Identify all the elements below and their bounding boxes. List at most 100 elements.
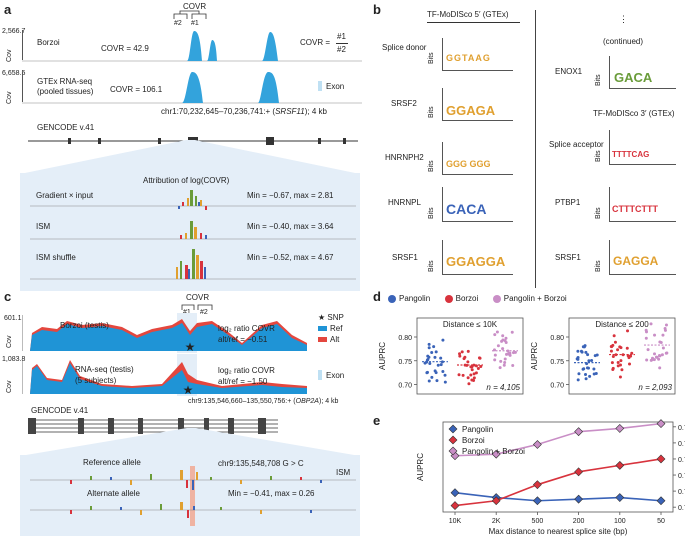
- y-tick-label: 0.80: [398, 335, 412, 342]
- data-marker: [532, 496, 542, 506]
- legend-ref: Ref: [318, 324, 342, 333]
- scatter-point: [495, 330, 499, 334]
- scatter-point: [586, 353, 590, 357]
- borzoi-dot-icon: [444, 294, 453, 303]
- legend-alt-label: Alt: [330, 335, 340, 344]
- scatter-point: [651, 356, 655, 360]
- data-marker: [656, 419, 666, 429]
- y-tick-label: 0.79: [678, 425, 685, 432]
- panel-c-covr-brackets: [181, 304, 213, 310]
- scatter-point: [472, 372, 476, 376]
- scatter-point: [466, 349, 470, 353]
- data-marker: [615, 493, 625, 502]
- y-tick-label: 0.76: [678, 473, 685, 480]
- chart-title: Distance ≤ 10K: [443, 320, 498, 329]
- scatter-point: [660, 353, 664, 357]
- scatter-point: [508, 353, 512, 357]
- scatter-point: [463, 355, 467, 359]
- panel-a-peak2: #2: [174, 20, 182, 27]
- motif-label-splice-donor-1: Splice donor: [382, 43, 427, 52]
- plot-frame: [416, 317, 524, 395]
- data-marker: [656, 454, 666, 464]
- scatter-point: [427, 379, 431, 383]
- panel-c-log2-value-1: alt/ref = −0.51: [218, 335, 268, 344]
- data-marker: [574, 494, 584, 504]
- scatter-point: [501, 338, 505, 342]
- y-tick-label: 0.70: [398, 383, 412, 390]
- scatter-point: [472, 376, 476, 380]
- scatter-point: [427, 346, 431, 350]
- scatter-point: [644, 336, 648, 340]
- x-tick-label: 10K: [449, 518, 462, 525]
- scatter-point: [590, 358, 594, 362]
- scatter-point: [443, 373, 447, 377]
- panel-c-log2-label-1: log₂ ratio COVR: [218, 324, 275, 333]
- scatter-point: [618, 363, 622, 367]
- logo-hnrnpl: [442, 187, 513, 222]
- plot-frame: [442, 421, 674, 513]
- scatter-point: [502, 363, 506, 367]
- scatter-point: [499, 359, 503, 363]
- logo-enox1: [609, 56, 676, 89]
- gencode-gene-model-c: [28, 418, 278, 434]
- borzoi-axis: [22, 30, 23, 60]
- gtex-coverage-track: [22, 72, 362, 104]
- scatter-point: [649, 322, 653, 326]
- legend-borzoi: Borzoi: [455, 294, 479, 303]
- scatter-point: [616, 364, 620, 368]
- scatter-point: [434, 371, 438, 375]
- scatter-point: [594, 371, 598, 375]
- track-ism-name: ISM: [36, 222, 51, 231]
- legend-diamond-icon: [448, 424, 458, 434]
- bits-label: Bits: [595, 207, 602, 219]
- y-tick-label: 0.80: [550, 335, 564, 342]
- scatter-point: [503, 357, 507, 361]
- scatter-point: [467, 382, 471, 386]
- panel-c-peak2: #2: [200, 309, 208, 316]
- y-tick-label: 0.77: [678, 457, 685, 464]
- panel-b-continued: (continued): [603, 37, 644, 46]
- track-shuffle-logo: [30, 249, 356, 280]
- panel-c-exon-label: Exon: [326, 371, 345, 380]
- scatter-point: [466, 360, 470, 364]
- y-axis-label: AUPRC: [378, 342, 387, 370]
- covr-ratio-num: #1: [337, 32, 346, 41]
- panel-b-letter: b: [373, 2, 381, 17]
- scatter-point: [493, 333, 497, 337]
- legend-pangolin: Pangolin: [399, 294, 431, 303]
- x-tick-label: 200: [573, 518, 585, 525]
- scatter-point: [433, 355, 437, 359]
- legend-label: Pangolin: [462, 425, 493, 434]
- scatter-point: [659, 340, 663, 344]
- scatter-point: [458, 352, 462, 356]
- track-gradient-range: Min = −0.67, max = 2.81: [247, 191, 334, 200]
- panel-c-ism-logos: [30, 466, 356, 526]
- bits-label: Bits: [595, 260, 602, 272]
- scatter-point: [432, 345, 436, 349]
- legend-alt: Alt: [318, 335, 339, 344]
- scatter-point: [609, 349, 613, 353]
- panel-d-letter: d: [373, 289, 381, 304]
- logo-hnrnph2: [442, 142, 513, 175]
- locus-suffix: ); 4 kb: [304, 107, 327, 116]
- scatter-point: [439, 363, 443, 367]
- scatter-point: [430, 375, 434, 379]
- track-gradient-logo: [30, 190, 356, 210]
- motif-label-srsf1: SRSF1: [392, 253, 418, 262]
- pangolin-dot-icon: [388, 294, 396, 303]
- y-tick-label: 0.70: [550, 383, 564, 390]
- data-marker: [656, 496, 666, 506]
- scatter-point: [576, 378, 580, 382]
- motif-label-ptbp1: PTBP1: [555, 198, 581, 207]
- x-tick-label: 100: [614, 518, 626, 525]
- scatter-point: [511, 364, 515, 368]
- svg-text:★: ★: [185, 340, 196, 353]
- panel-c-borzoi-track: ★: [22, 313, 307, 353]
- scatter-point: [655, 355, 659, 359]
- scatter-point: [457, 373, 461, 377]
- x-axis-label: Max distance to nearest splice site (bp): [489, 527, 628, 536]
- panel-c-log2-label-2: log₂ ratio COVR: [218, 366, 275, 375]
- data-marker: [450, 488, 460, 498]
- data-marker: [615, 424, 625, 433]
- exon-legend-swatch: [318, 81, 322, 91]
